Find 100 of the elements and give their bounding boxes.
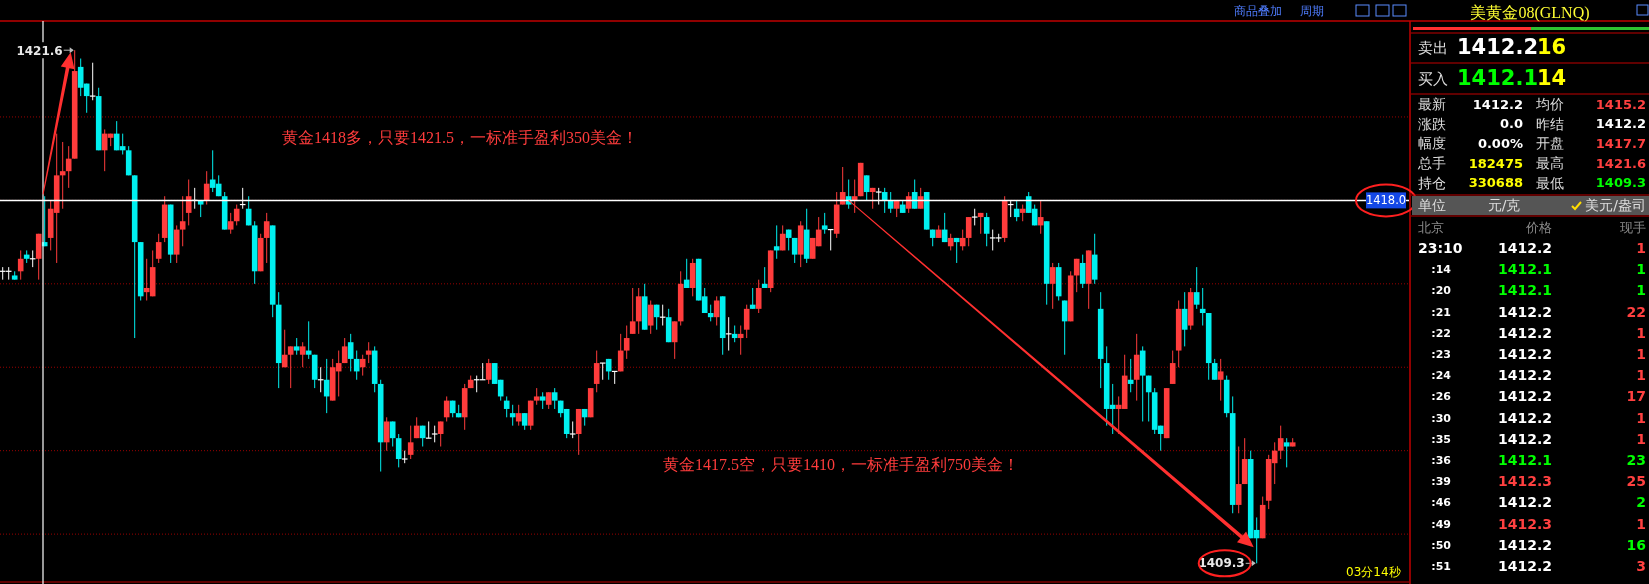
candlestick — [383, 416, 390, 452]
text: 1412.2 — [1497, 303, 1552, 320]
text: 1412.1 — [1457, 66, 1539, 90]
text: 1 — [1636, 261, 1646, 278]
text: 23:10 — [1418, 240, 1463, 256]
text: 1 — [1636, 409, 1646, 426]
text: 价格 — [1525, 219, 1552, 235]
candlestick — [227, 212, 234, 235]
text: 3 — [1636, 558, 1646, 574]
text: 1 — [1636, 346, 1646, 362]
candlestick — [887, 191, 894, 214]
candlestick — [281, 329, 288, 368]
candlestick — [65, 145, 72, 189]
candlestick — [485, 358, 492, 385]
text: 1412.2 — [1497, 536, 1552, 553]
candlestick — [263, 212, 270, 264]
candlestick — [1049, 262, 1056, 310]
text: 1412.2 — [1472, 96, 1523, 112]
text: 03分14秒 — [1346, 564, 1401, 579]
candlestick — [941, 212, 948, 243]
text: 1412.2 — [1497, 388, 1552, 405]
candlestick — [1127, 358, 1134, 393]
annotation: 1409.3 — [1198, 555, 1245, 570]
text: 1 — [1636, 430, 1646, 447]
candlestick — [593, 350, 600, 393]
candlestick — [761, 266, 768, 289]
text: :24 — [1431, 369, 1452, 383]
text: 美元/盎司 — [1585, 197, 1646, 213]
text: 0.0 — [1499, 116, 1523, 132]
candlestick — [89, 62, 96, 101]
text: 1412.2 — [1497, 409, 1552, 426]
text: 1412.2 — [1497, 494, 1552, 511]
candlestick — [509, 404, 516, 427]
candlestick — [1013, 199, 1020, 222]
candlestick — [1283, 437, 1290, 468]
text: :46 — [1431, 496, 1452, 510]
ref-line-label: 1418.0 — [1365, 193, 1407, 208]
text: :36 — [1431, 454, 1452, 467]
annotation: 黄金1418多，只要1421.5，一标准手盈利350美金！ — [282, 128, 638, 146]
candlestick — [17, 249, 24, 281]
candlestick — [749, 287, 756, 310]
candlestick — [629, 287, 636, 335]
text: :39 — [1431, 475, 1451, 489]
candlestick — [1169, 350, 1176, 385]
text: 1412.2 — [1497, 240, 1552, 256]
candlestick — [911, 179, 918, 210]
candlestick — [779, 224, 786, 251]
text: 182475 — [1468, 155, 1523, 171]
text: 幅度 — [1418, 135, 1446, 152]
candlestick — [359, 354, 366, 377]
text: :30 — [1431, 411, 1452, 425]
text: 1417.7 — [1595, 135, 1646, 151]
candlestick — [821, 212, 828, 235]
text: 元/克 — [1487, 197, 1521, 213]
text: 330688 — [1468, 175, 1523, 191]
candlestick — [1235, 446, 1242, 514]
candlestick — [1079, 254, 1086, 289]
text: 最新 — [1418, 96, 1446, 112]
text: 卖出 — [1418, 38, 1448, 57]
candlestick — [953, 237, 960, 264]
candlestick — [353, 350, 360, 381]
candlestick — [245, 195, 252, 226]
text: :21 — [1431, 305, 1451, 319]
text: :50 — [1431, 538, 1452, 552]
candlestick — [389, 420, 396, 448]
text: 14 — [1537, 66, 1567, 90]
text: 23 — [1626, 452, 1646, 468]
candlestick — [965, 216, 972, 247]
candlestick — [299, 341, 306, 368]
candlestick — [1217, 358, 1224, 402]
text: 1412.3 — [1497, 473, 1552, 490]
text: 1412.2 — [1497, 346, 1552, 362]
text: 持仓 — [1418, 174, 1446, 191]
candlestick — [983, 212, 990, 247]
text: 1 — [1636, 282, 1646, 299]
candlestick — [773, 224, 780, 260]
candlestick — [305, 320, 312, 360]
candlestick — [287, 345, 294, 389]
candlestick — [1181, 291, 1188, 347]
text: 1412.1 — [1497, 452, 1552, 468]
text: 16 — [1626, 536, 1646, 553]
candlestick — [1073, 258, 1080, 293]
text: 美黄金08(GLNQ) — [1470, 3, 1590, 22]
candlestick — [515, 404, 522, 427]
text: :35 — [1431, 432, 1451, 446]
candlestick — [437, 420, 444, 448]
candlestick — [683, 258, 690, 289]
candlestick — [623, 325, 630, 360]
candlestick — [155, 233, 162, 264]
text: 1 — [1636, 367, 1646, 384]
candlestick — [551, 387, 558, 410]
text: 均价 — [1535, 96, 1564, 112]
candlestick — [737, 325, 744, 356]
text: 1 — [1636, 324, 1646, 341]
candlestick — [1061, 300, 1068, 356]
text: 开盘 — [1536, 135, 1564, 152]
text: 总手 — [1417, 155, 1446, 172]
annotation: 黄金1417.5空，只要1410，一标准手盈利750美金！ — [663, 455, 1019, 473]
text: 北京 — [1418, 219, 1444, 235]
candlestick — [1277, 425, 1284, 460]
